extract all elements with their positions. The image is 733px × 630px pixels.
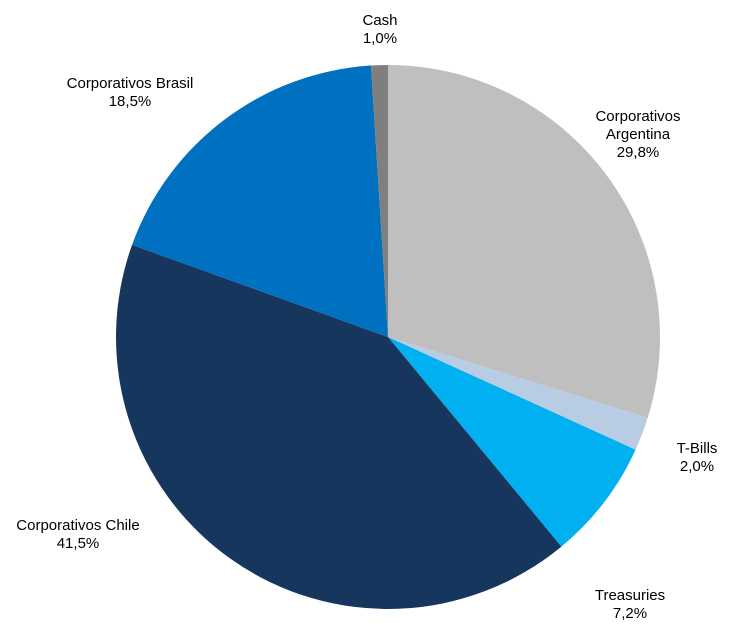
slice-value: 29,8%: [616, 144, 660, 161]
slice-name: Treasuries: [594, 587, 666, 604]
slice-label: T-Bills 2,0%: [657, 440, 733, 476]
pie-slice: [132, 65, 388, 337]
slice-value: 18,5%: [108, 93, 152, 110]
slice-value: 7,2%: [612, 605, 648, 622]
pie-slice: [115, 244, 562, 609]
slice-name: Corporativos Brasil: [66, 75, 194, 92]
slice-name: Corporativos Chile: [16, 517, 140, 534]
slice-name: Cash: [362, 12, 398, 29]
pie-slice: [388, 337, 636, 547]
slice-name: T-Bills: [676, 440, 718, 457]
slice-label: Corporativos Chile 41,5%: [0, 517, 158, 553]
slice-label: Treasuries 7,2%: [575, 587, 685, 623]
pie-slice: [370, 65, 388, 337]
slice-value: 2,0%: [679, 458, 715, 475]
slice-label: Corporativos Argentina 29,8%: [573, 108, 703, 162]
slice-label: Cash 1,0%: [340, 12, 420, 48]
slice-label: Corporativos Brasil 18,5%: [50, 75, 210, 111]
slice-name: Corporativos Argentina: [595, 108, 681, 143]
slice-value: 41,5%: [56, 535, 100, 552]
pie-slice: [388, 65, 660, 418]
pie-slice: [388, 337, 648, 450]
slice-value: 1,0%: [362, 30, 398, 47]
